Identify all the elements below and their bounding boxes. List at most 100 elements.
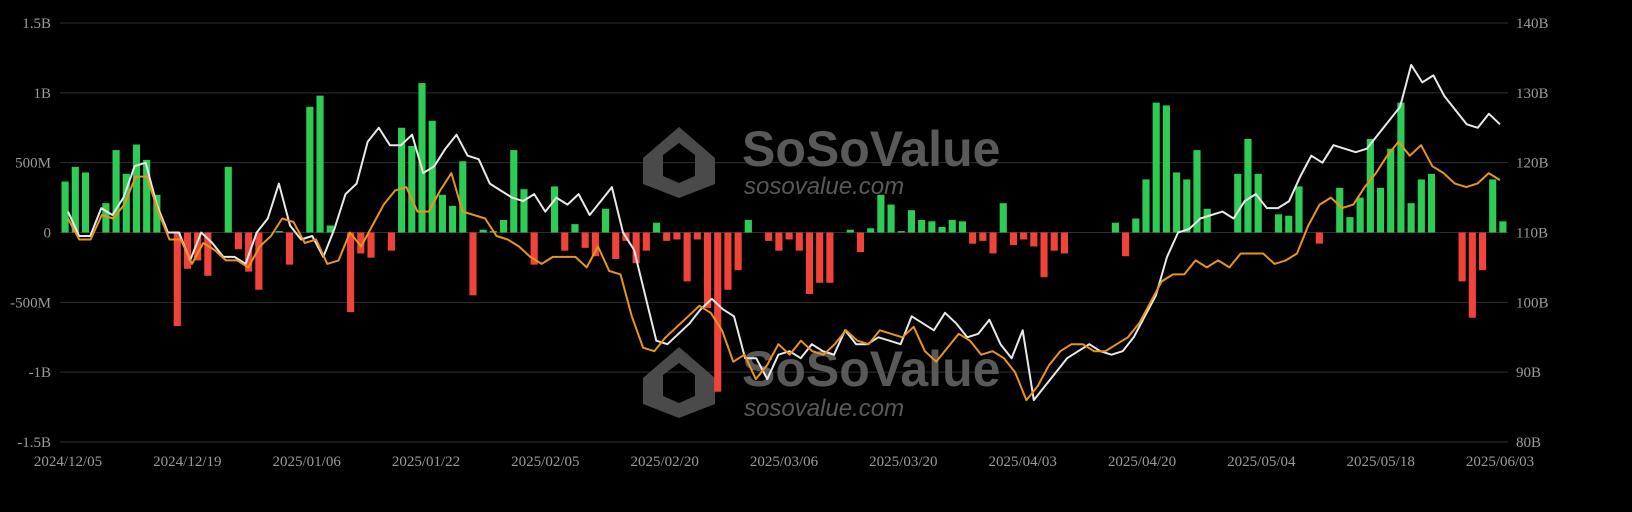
inflow-bar [550,186,559,233]
x-tick-label: 2024/12/05 [34,454,102,470]
axis-layer: 1.5B 140B 1B 130B 500M 120B 0 110B -500M 100B -1B 9… [10,16,1548,470]
inflow-bar [122,173,130,233]
inflow-bar [275,231,283,233]
inflow-bar [449,205,457,233]
inflow-bar [61,181,69,233]
y-left-tick-label: 500M [15,156,51,172]
y-left-tick-label: 1B [33,86,51,102]
inflow-bar [1417,179,1425,233]
y-left-tick-label: 1.5B [22,16,51,32]
inflow-bar [744,219,752,233]
outflow-bar [1009,232,1018,246]
y-right-tick-label: 100B [1516,295,1549,311]
outflow-bar [183,232,192,269]
outflow-bar [581,232,589,248]
x-tick-label: 2025/05/18 [1346,454,1414,470]
x-tick-label: 2025/02/20 [630,454,698,470]
inflow-bar [306,106,314,233]
outflow-bar [255,232,263,290]
inflow-bar [1254,173,1262,233]
inflow-bar [428,120,436,233]
inflow-bar [1274,214,1283,233]
inflow-bar [81,172,90,233]
inflow-bar [938,226,946,233]
outflow-bar [1030,232,1038,247]
outflow-bar [826,232,834,283]
inflow-bar [398,127,406,233]
inflow-bar [500,219,508,233]
inflow-bar [1244,138,1252,233]
x-tick-label: 2025/04/03 [988,454,1056,470]
inflow-bar [846,229,854,233]
outflow-bar [979,232,987,241]
outflow-bar [1458,232,1466,282]
watermark-url: sosovalue.com [744,395,904,422]
inflow-bar [1489,179,1497,233]
outflow-bar [1060,232,1068,254]
inflow-bar [71,166,79,233]
inflow-bar [1356,197,1364,233]
inflow-bar [1295,186,1303,233]
y-left-tick-label: -1.5B [17,435,51,451]
inflow-bar [1183,179,1191,233]
line-layer [67,63,1501,402]
grid-layer [60,22,1508,443]
watermark-bottom: SoSoValue sosovalue.com [643,341,1000,422]
bar-layer [61,83,1507,392]
inflow-bar [418,83,426,233]
outflow-bar [1122,232,1130,257]
outflow-bar [530,232,538,265]
inflow-bar [1285,215,1293,233]
inflow-bar [1162,105,1170,233]
x-tick-label: 2024/12/19 [153,454,221,470]
inflow-bar [948,219,956,233]
outflow-bar [1020,232,1028,240]
x-tick-label: 2025/03/06 [750,454,819,470]
outflow-bar [673,232,681,240]
outflow-bar [856,232,865,253]
inflow-bar [520,189,528,233]
sosovalue-logo-icon [643,347,715,418]
inflow-bar [510,150,518,233]
inflow-bar [907,210,916,233]
inflow-bar [224,166,232,233]
outflow-bar [969,232,977,244]
y-left-tick-label: -500M [10,295,51,311]
outflow-bar [734,232,742,271]
inflow-bar [316,95,324,233]
sosovalue-logo-icon [643,127,715,198]
outflow-bar [469,232,477,296]
inflow-bar [1111,222,1119,233]
y-right-tick-label: 130B [1516,86,1549,102]
inflow-bar [918,219,926,233]
watermark-layer: SoSoValue sosovalue.com SoSoValue sosova… [643,121,1000,422]
y-left-tick-label: -1B [29,365,52,381]
y-left-tick-label: 0 [44,226,52,242]
inflow-bar [1499,221,1507,233]
inflow-bar [897,231,905,233]
outflow-bar [775,232,783,251]
inflow-bar [1397,102,1405,233]
inflow-bar [877,194,885,233]
inflow-bar [1203,208,1211,233]
outflow-bar [1468,232,1476,318]
inflow-bar [887,204,895,233]
inflow-bar [1234,173,1242,233]
inflow-bar [1407,203,1415,233]
y-right-tick-label: 90B [1516,365,1541,381]
watermark-top: SoSoValue sosovalue.com [643,121,1000,200]
inflow-bar [1193,150,1201,233]
x-tick-label: 2025/04/20 [1108,454,1176,470]
inflow-bar [867,228,875,233]
inflow-bar [958,221,967,233]
outflow-bar [693,232,701,240]
watermark-brand: SoSoValue [742,121,1000,177]
inflow-bar [999,203,1007,233]
outflow-bar [561,232,569,251]
outflow-bar [805,232,814,294]
outflow-bar [347,232,355,313]
inflow-bar [326,225,334,233]
inflow-bar [112,150,120,233]
